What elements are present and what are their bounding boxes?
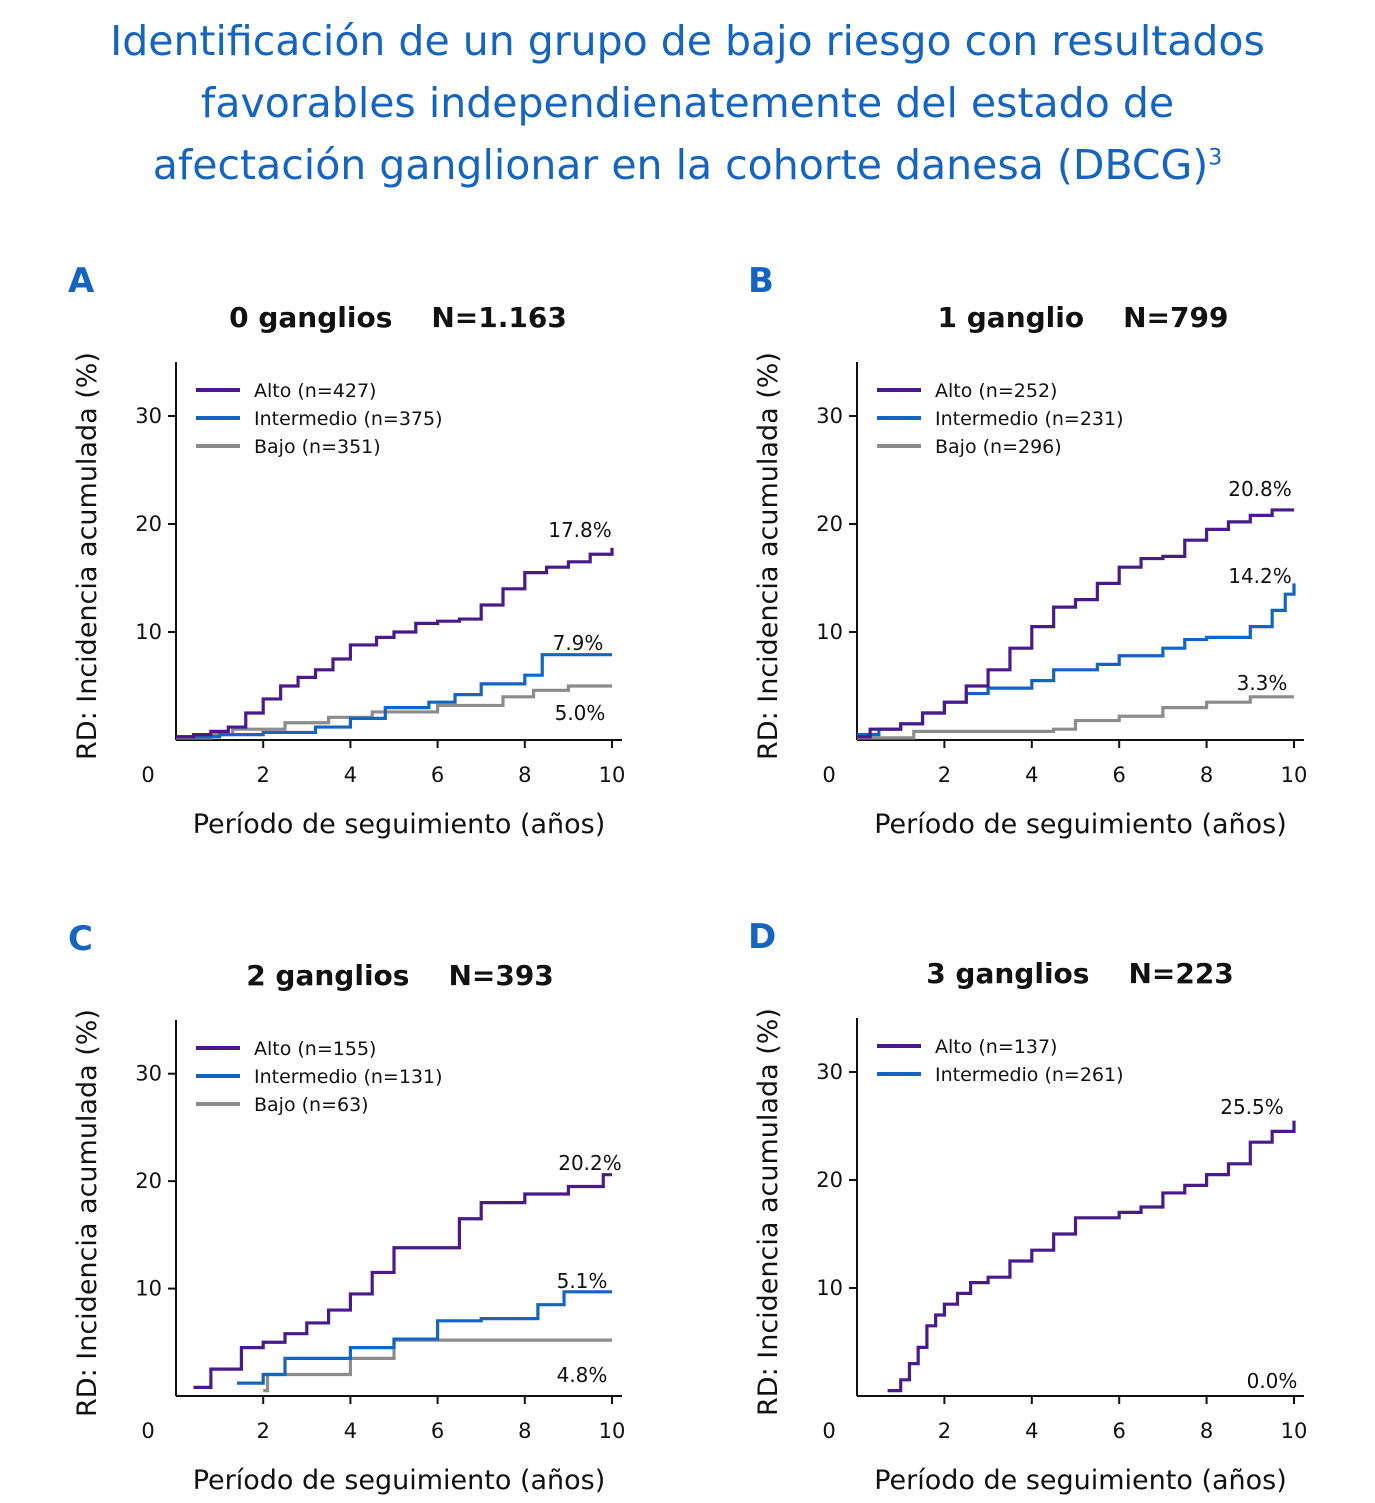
- x-tick-label: 8: [518, 763, 531, 787]
- y-tick-label: 10: [816, 1276, 843, 1300]
- end-label-bajo: 5.0%: [555, 701, 606, 725]
- legend-label-alto: Alto (n=137): [935, 1036, 1057, 1058]
- end-label-bajo: 3.3%: [1237, 671, 1288, 695]
- end-label-alto: 20.8%: [1228, 477, 1292, 501]
- origin-label: 0: [822, 763, 835, 787]
- legend-label-intermedio: Intermedio (n=375): [254, 408, 443, 430]
- y-tick-label: 20: [135, 512, 162, 536]
- legend-label-intermedio: Intermedio (n=131): [254, 1066, 443, 1088]
- end-label-bajo: 4.8%: [557, 1363, 608, 1387]
- legend-label-alto: Alto (n=252): [935, 380, 1057, 402]
- title-line-3-text: afectación ganglionar en la cohorte dane…: [152, 141, 1209, 189]
- x-tick-label: 2: [257, 1419, 270, 1443]
- y-tick-label: 30: [135, 1062, 162, 1086]
- legend-label-bajo: Bajo (n=351): [254, 436, 381, 458]
- series-line-bajo: [857, 695, 1294, 740]
- x-tick-label: 4: [344, 1419, 357, 1443]
- end-label-intermedio: 0.0%: [1247, 1369, 1298, 1393]
- title-superscript: 3: [1208, 145, 1223, 171]
- series-line-alto: [176, 547, 614, 739]
- legend-label-intermedio: Intermedio (n=261): [935, 1064, 1124, 1086]
- series-line-intermedio: [237, 1290, 612, 1385]
- series-line-alto: [857, 508, 1294, 739]
- title-line-1: Identificación de un grupo de bajo riesg…: [110, 17, 1265, 65]
- chart-title: 1 ganglio N=799: [938, 301, 1229, 334]
- y-axis-label: RD: Incidencia acumulada (%): [72, 352, 103, 760]
- y-tick-label: 20: [816, 512, 843, 536]
- x-tick-label: 8: [1200, 1419, 1213, 1443]
- y-tick-label: 30: [816, 404, 843, 428]
- x-axis-label: Período de seguimiento (años): [874, 809, 1287, 840]
- y-tick-label: 30: [135, 404, 162, 428]
- x-axis-label: Período de seguimiento (años): [193, 1465, 606, 1496]
- y-axis-label: RD: Incidencia acumulada (%): [753, 352, 784, 760]
- series-line-alto: [193, 1173, 612, 1390]
- x-tick-label: 6: [431, 763, 444, 787]
- end-label-intermedio: 7.9%: [553, 631, 604, 655]
- x-tick-label: 4: [1025, 1419, 1038, 1443]
- end-label-intermedio: 14.2%: [1228, 564, 1292, 588]
- end-label-alto: 25.5%: [1220, 1095, 1284, 1119]
- x-axis-label: Período de seguimiento (años): [874, 1465, 1287, 1496]
- x-tick-label: 4: [344, 763, 357, 787]
- x-tick-label: 6: [1113, 1419, 1126, 1443]
- chart-title: 0 ganglios N=1.163: [229, 301, 567, 334]
- x-tick-label: 6: [1113, 763, 1126, 787]
- panel-letter-b: B: [748, 261, 774, 301]
- origin-label: 0: [141, 1419, 154, 1443]
- x-axis-label: Período de seguimiento (años): [193, 809, 606, 840]
- y-axis-label: RD: Incidencia acumulada (%): [72, 1009, 103, 1417]
- x-tick-label: 4: [1025, 763, 1038, 787]
- title-line-3: afectación ganglionar en la cohorte dane…: [0, 134, 1375, 196]
- series-line-alto: [887, 1120, 1296, 1393]
- series-line-bajo: [176, 684, 612, 740]
- x-tick-label: 6: [431, 1419, 444, 1443]
- legend-label-alto: Alto (n=427): [254, 380, 376, 402]
- panel-letter-d: D: [748, 917, 776, 957]
- chart-panel-a: A 0 ganglios N=1.163 10 20 30 2 4 6 8 10 0 Período …: [68, 261, 625, 840]
- x-tick-label: 10: [599, 763, 626, 787]
- page-title: Identificación de un grupo de bajo riesg…: [0, 10, 1375, 196]
- end-label-alto: 20.2%: [558, 1151, 622, 1175]
- series-line-intermedio: [176, 653, 612, 739]
- chart-title: 2 ganglios N=393: [246, 959, 554, 992]
- y-tick-label: 30: [816, 1060, 843, 1084]
- title-line-2: favorables independienatemente del estad…: [200, 79, 1175, 127]
- end-label-alto: 17.8%: [548, 518, 612, 542]
- x-tick-label: 2: [257, 763, 270, 787]
- y-tick-label: 10: [135, 620, 162, 644]
- y-tick-label: 10: [816, 620, 843, 644]
- x-tick-label: 8: [518, 1419, 531, 1443]
- origin-label: 0: [141, 763, 154, 787]
- x-tick-label: 8: [1200, 763, 1213, 787]
- x-tick-label: 10: [1281, 763, 1308, 787]
- panel-letter-c: C: [68, 919, 93, 959]
- end-label-intermedio: 5.1%: [557, 1269, 608, 1293]
- y-tick-label: 20: [816, 1168, 843, 1192]
- chart-panel-d: D 3 ganglios N=223 10 20 30 2 4 6 8 10 0 Período de…: [748, 917, 1307, 1496]
- y-tick-label: 20: [135, 1169, 162, 1193]
- legend-label-bajo: Bajo (n=296): [935, 436, 1062, 458]
- legend-label-intermedio: Intermedio (n=231): [935, 408, 1124, 430]
- x-tick-label: 2: [938, 763, 951, 787]
- chart-panel-c: C 2 ganglios N=393 10 20 30 2 4 6 8 10 0 Período de…: [68, 919, 625, 1496]
- y-tick-label: 10: [135, 1277, 162, 1301]
- y-axis-label: RD: Incidencia acumulada (%): [753, 1008, 784, 1416]
- legend-label-alto: Alto (n=155): [254, 1038, 376, 1060]
- x-tick-label: 10: [599, 1419, 626, 1443]
- x-tick-label: 10: [1281, 1419, 1308, 1443]
- chart-panel-b: B 1 ganglio N=799 10 20 30 2 4 6 8 10 0 Período de …: [748, 261, 1307, 840]
- panel-letter-a: A: [68, 261, 95, 301]
- origin-label: 0: [822, 1419, 835, 1443]
- chart-title: 3 ganglios N=223: [926, 957, 1234, 990]
- legend-label-bajo: Bajo (n=63): [254, 1094, 369, 1116]
- x-tick-label: 2: [938, 1419, 951, 1443]
